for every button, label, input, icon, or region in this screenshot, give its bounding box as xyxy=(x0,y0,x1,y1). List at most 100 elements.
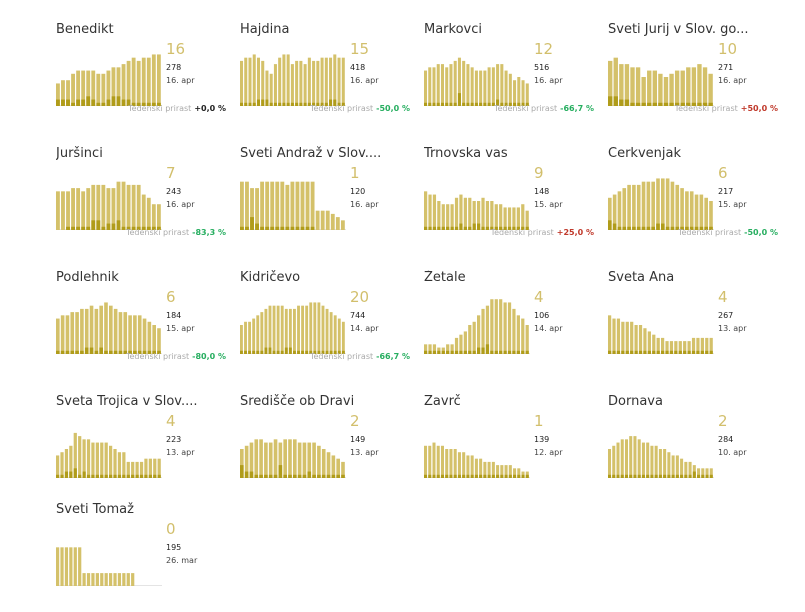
new-cases-bar xyxy=(680,474,684,478)
new-cases-bar xyxy=(276,350,280,354)
active-bar xyxy=(709,337,713,354)
new-cases-bar xyxy=(507,350,512,354)
new-cases-bar xyxy=(485,344,490,354)
active-bar xyxy=(608,197,612,230)
new-cases-bar xyxy=(678,350,682,354)
new-cases-bar xyxy=(94,350,99,354)
active-bar xyxy=(335,217,340,230)
total-count: 184 xyxy=(166,311,182,320)
new-cases-bar xyxy=(517,102,521,106)
active-bar xyxy=(684,461,688,478)
new-cases-bar xyxy=(244,350,247,354)
new-cases-bar xyxy=(470,474,474,478)
new-cases-bar xyxy=(317,474,321,478)
active-bar xyxy=(472,201,476,230)
weekly-growth-label: Tedenski prirast xyxy=(309,352,374,361)
active-bar xyxy=(305,305,309,354)
new-cases-bar xyxy=(86,96,91,106)
new-cases-bar xyxy=(696,350,700,354)
date-label: 16. apr xyxy=(166,76,195,85)
new-cases-bar xyxy=(305,226,310,230)
new-cases-bar xyxy=(96,220,101,230)
active-bar xyxy=(260,312,264,354)
new-cases-bar xyxy=(474,474,478,478)
new-cases-bar xyxy=(333,99,337,106)
active-bar xyxy=(320,210,325,230)
total-count: 139 xyxy=(534,435,550,444)
weekly-growth-value: +50,0 % xyxy=(740,104,778,113)
municipality-name: Središče ob Dravi xyxy=(240,394,355,409)
panel-8: Cerkvenjak 6 217 15. apr Tedenski prirast -50… xyxy=(608,146,788,256)
new-cases-bar xyxy=(472,350,476,354)
active-bar xyxy=(81,191,86,230)
active-bar xyxy=(697,468,701,478)
active-bar xyxy=(78,436,82,478)
panel-9: Podlehnik 6 184 15. apr Tedenski prirast -80,… xyxy=(56,270,236,380)
active-bar xyxy=(670,181,675,230)
active-bar xyxy=(113,449,117,478)
new-cases-bar xyxy=(142,350,147,354)
active-bar xyxy=(286,54,290,106)
new-cases-bar xyxy=(146,102,151,106)
new-cases-bar xyxy=(669,102,674,106)
new-cases-bar xyxy=(256,350,260,354)
new-cases-bar xyxy=(663,102,669,106)
weekly-growth: Tedenski prirast +0,0 % xyxy=(128,104,226,113)
weekly-growth-label: Tedenski prirast xyxy=(125,228,190,237)
active-bar xyxy=(82,439,86,478)
active-bar xyxy=(516,207,520,230)
sparkline-chart xyxy=(240,302,346,354)
active-bar xyxy=(61,191,65,230)
new-cases-bar xyxy=(96,102,101,106)
active-bar xyxy=(468,197,472,230)
weekly-growth: Tedenski prirast -66,7 % xyxy=(310,352,410,361)
active-bar xyxy=(307,442,312,478)
active-bar xyxy=(449,449,453,478)
active-bar xyxy=(146,197,151,230)
municipality-name: Hajdina xyxy=(240,22,290,37)
active-bar xyxy=(641,442,645,478)
new-cases-bar xyxy=(500,474,504,478)
active-bar xyxy=(131,184,136,230)
active-bar xyxy=(250,188,254,230)
active-bar xyxy=(647,70,652,106)
new-cases-bar xyxy=(128,350,132,354)
active-bar xyxy=(445,67,449,106)
new-cases-bar xyxy=(285,226,290,230)
new-cases-bar xyxy=(454,350,459,354)
active-bar xyxy=(637,439,641,478)
new-cases-bar xyxy=(89,347,94,354)
active-bar xyxy=(432,194,437,230)
active-bar xyxy=(617,191,622,230)
new-cases-bar xyxy=(697,474,701,478)
active-bar xyxy=(669,341,674,354)
active-bar xyxy=(71,73,75,106)
new-cases-bar xyxy=(656,223,660,230)
active-bar xyxy=(295,181,300,230)
new-cases-bar xyxy=(487,474,491,478)
new-cases-bar xyxy=(629,474,633,478)
active-count: 7 xyxy=(166,164,176,182)
active-bar xyxy=(663,449,667,478)
date-label: 13. apr xyxy=(718,324,747,333)
new-cases-bar xyxy=(638,350,643,354)
new-cases-bar xyxy=(118,350,123,354)
active-bar xyxy=(61,80,65,106)
active-bar xyxy=(470,455,474,478)
new-cases-bar xyxy=(295,226,300,230)
new-cases-bar xyxy=(521,474,525,478)
active-bar xyxy=(136,60,141,106)
new-cases-bar xyxy=(240,102,244,106)
new-cases-bar xyxy=(86,226,91,230)
new-cases-bar xyxy=(301,350,305,354)
active-bar xyxy=(477,201,481,230)
active-bar xyxy=(671,455,675,478)
new-cases-bar xyxy=(265,226,270,230)
active-bar xyxy=(466,64,470,106)
new-cases-bar xyxy=(321,350,325,354)
new-cases-bar xyxy=(305,350,309,354)
weekly-growth-label: Tedenski prirast xyxy=(125,352,190,361)
active-bar xyxy=(608,60,613,106)
active-bar xyxy=(121,64,126,106)
new-cases-bar xyxy=(468,226,472,230)
